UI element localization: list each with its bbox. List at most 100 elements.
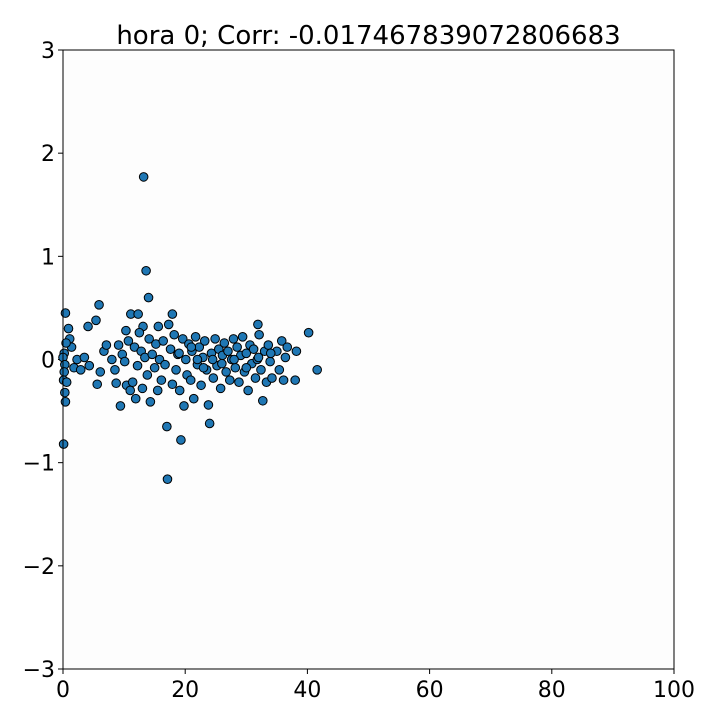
scatter-point <box>192 354 203 365</box>
scatter-point <box>91 315 101 326</box>
scatter-point <box>248 344 259 354</box>
plot-frame <box>62 49 675 670</box>
scatter-point <box>111 378 121 389</box>
scatter-point <box>174 348 184 359</box>
scatter-point <box>174 385 185 396</box>
scatter-point <box>83 321 93 332</box>
scatter-point <box>199 336 210 346</box>
scatter-point <box>203 400 214 410</box>
scatter-point <box>190 332 201 342</box>
scatter-point <box>61 377 72 387</box>
scatter-point <box>95 367 106 377</box>
scatter-point <box>215 383 226 394</box>
x-tick-label: 20 <box>171 678 199 703</box>
scatter-point <box>127 377 138 387</box>
scatter-point <box>147 349 158 360</box>
y-tick-label: 1 <box>41 245 55 270</box>
scatter-point <box>60 396 71 407</box>
scatter-point <box>241 362 252 373</box>
scatter-point <box>133 309 143 319</box>
scatter-point <box>254 329 264 340</box>
chart-title: hora 0; Corr: -0.017467839072806683 <box>116 21 620 51</box>
scatter-point <box>92 379 103 390</box>
scatter-point <box>153 321 164 332</box>
scatter-point <box>237 332 248 342</box>
scatter-point <box>137 383 148 394</box>
scatter-point <box>144 334 154 344</box>
x-tick-label: 60 <box>416 678 444 703</box>
scatter-point <box>169 329 180 340</box>
scatter-point <box>250 373 261 383</box>
scatter-point <box>243 385 253 396</box>
data-points <box>58 172 322 484</box>
scatter-point <box>274 365 285 375</box>
scatter-point <box>165 344 176 354</box>
scatter-point <box>265 348 276 359</box>
scatter-point <box>204 418 215 429</box>
scatter-point <box>162 421 172 432</box>
scatter-point <box>143 292 154 303</box>
scatter-point <box>162 474 173 484</box>
scatter-point <box>219 338 230 348</box>
scatter-point <box>241 348 252 359</box>
scatter-point <box>225 375 235 385</box>
scatter-point <box>221 367 231 377</box>
scatter-point <box>177 334 188 344</box>
scatter-point <box>278 375 289 385</box>
scatter-point <box>188 393 199 404</box>
scatter-point <box>181 354 191 365</box>
scatter-point <box>280 352 291 363</box>
scatter-point <box>291 346 302 357</box>
scatter-point <box>167 379 178 390</box>
scatter-point <box>303 327 314 338</box>
scatter-point <box>132 360 143 371</box>
scatter-point <box>63 323 74 334</box>
scatter-point <box>196 380 206 391</box>
scatter-point <box>276 336 287 346</box>
scatter-point <box>158 336 169 346</box>
scatter-point <box>267 373 277 383</box>
scatter-point <box>208 373 219 383</box>
scatter-point <box>58 439 69 449</box>
y-tick-label: −2 <box>23 555 55 580</box>
scatter-point <box>60 387 70 398</box>
scatter-point <box>119 356 130 367</box>
scatter-point <box>152 385 163 396</box>
x-tick-label: 100 <box>653 678 695 703</box>
scatter-point <box>207 354 218 365</box>
y-tick-label: 2 <box>41 142 55 167</box>
scatter-point <box>130 393 141 404</box>
scatter-point <box>94 300 104 310</box>
scatter-point <box>223 346 233 357</box>
scatter-point <box>125 385 136 396</box>
scatter-point <box>145 396 156 407</box>
scatter-point <box>167 309 178 319</box>
scatter-point <box>79 352 90 363</box>
y-tick-label: 3 <box>41 39 55 64</box>
plot-area <box>63 50 674 669</box>
scatter-point <box>138 172 149 182</box>
scatter-point <box>141 265 151 276</box>
x-tick-label: 40 <box>293 678 321 703</box>
scatter-point <box>234 377 244 387</box>
scatter-point <box>59 367 70 377</box>
y-tick-label: −3 <box>23 658 55 683</box>
scatter-point <box>107 354 117 365</box>
scatter-point <box>282 342 293 352</box>
scatter-point <box>186 342 197 352</box>
scatter-point <box>134 327 145 338</box>
scatter-point <box>101 340 112 350</box>
scatter-point <box>229 354 239 365</box>
x-tick-label: 0 <box>56 678 70 703</box>
scatter-point <box>163 319 174 330</box>
y-tick-label: −1 <box>23 452 55 477</box>
scatter-point <box>228 334 239 344</box>
scatter-point <box>198 362 209 373</box>
scatter-point <box>123 336 134 346</box>
scatter-point <box>256 365 266 375</box>
scatter-point <box>210 334 220 344</box>
scatter-point <box>60 308 71 318</box>
scatter-point <box>142 370 153 380</box>
scatter-point <box>253 319 263 330</box>
